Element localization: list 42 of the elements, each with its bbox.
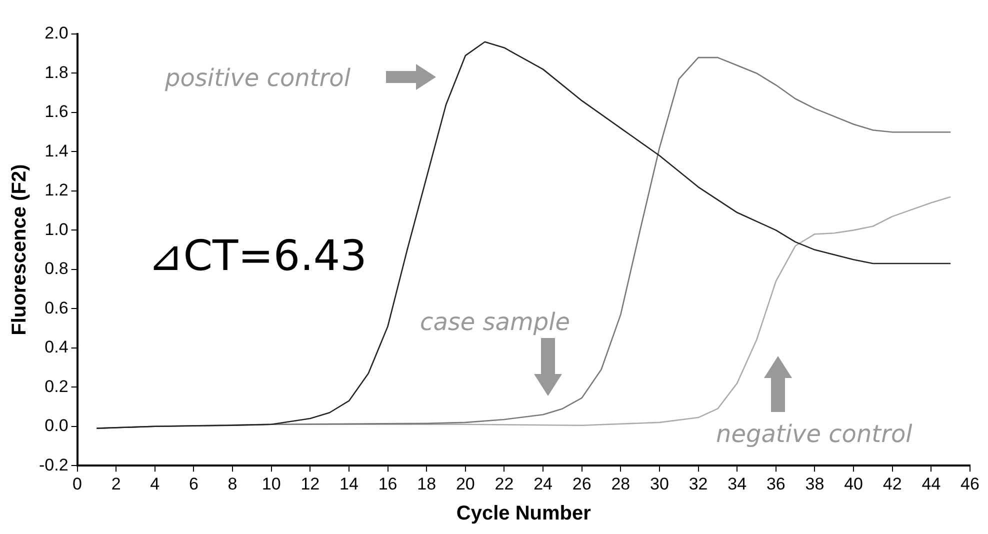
x-tick-label: 46 (960, 474, 980, 494)
y-tick-label: 0.0 (44, 416, 68, 436)
x-axis-title: Cycle Number (456, 502, 592, 525)
y-axis-title: Fluorescence (F2) (8, 164, 31, 336)
y-tick-label: 1.6 (44, 102, 68, 122)
x-tick-label: 0 (72, 474, 82, 494)
y-tick-label: -0.2 (38, 455, 68, 474)
x-tick-label: 36 (766, 474, 786, 494)
x-tick-label: 6 (189, 474, 198, 494)
y-tick-label: 1.2 (44, 180, 68, 200)
x-tick-label: 38 (805, 474, 824, 494)
x-tick-label: 44 (922, 474, 941, 494)
annotation: negative control (716, 420, 913, 448)
x-tick-label: 34 (728, 474, 747, 494)
x-tick-label: 24 (534, 474, 553, 494)
y-tick-label: 1.0 (44, 220, 68, 239)
x-tick-label: 22 (494, 474, 514, 494)
y-tick-label: 0.2 (44, 376, 68, 396)
y-tick-label: 1.8 (44, 62, 68, 82)
x-tick-label: 14 (340, 474, 358, 494)
x-tick-label: 2 (111, 474, 121, 494)
x-tick-label: 32 (688, 474, 708, 494)
annotation: case sample (420, 308, 570, 336)
x-tick-label: 42 (882, 474, 902, 494)
x-tick-label: 18 (417, 474, 436, 494)
x-tick-label: 12 (300, 474, 320, 494)
x-tick-label: 10 (262, 474, 281, 494)
x-tick-label: 28 (611, 474, 630, 494)
y-tick-label: 0.6 (44, 298, 68, 318)
y-tick-label: 0.4 (44, 338, 68, 357)
y-tick-label: 0.8 (44, 259, 68, 278)
x-tick-label: 16 (378, 474, 398, 494)
x-tick-label: 4 (150, 474, 160, 494)
x-tick-label: 40 (844, 474, 864, 494)
y-tick-label: 1.4 (44, 141, 68, 160)
x-tick-label: 30 (650, 474, 669, 494)
x-tick-label: 8 (228, 474, 238, 494)
annotation: positive control (164, 64, 351, 92)
x-tick-label: 26 (572, 474, 592, 494)
annotation: ⊿CT=6.43 (148, 231, 367, 280)
y-tick-label: 2.0 (44, 24, 68, 43)
x-tick-label: 20 (456, 474, 475, 494)
